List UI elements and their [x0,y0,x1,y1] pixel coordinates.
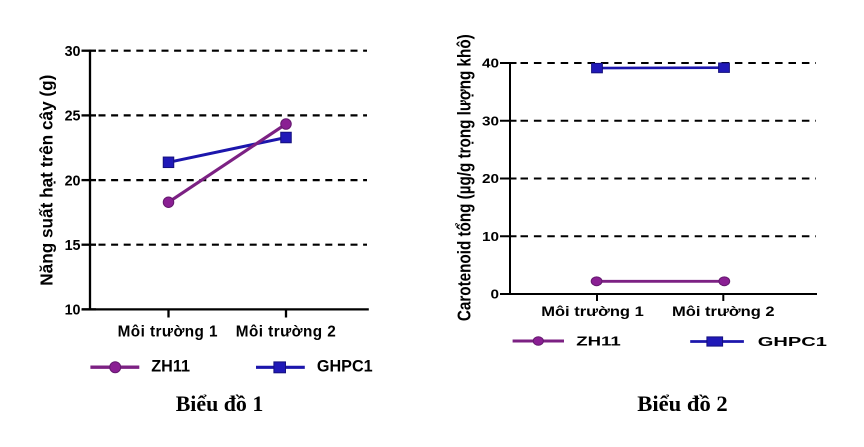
svg-text:GHPC1: GHPC1 [758,335,827,349]
svg-text:30: 30 [65,44,81,60]
svg-text:Biểu đồ 2: Biểu đồ 2 [637,391,727,416]
svg-text:15: 15 [65,238,81,254]
svg-text:Carotenoid tổng (µg/g trọng lư: Carotenoid tổng (µg/g trọng lượng khô) [454,34,475,321]
svg-text:10: 10 [65,303,81,319]
svg-text:25: 25 [65,109,81,125]
svg-text:40: 40 [482,56,499,71]
svg-text:ZH11: ZH11 [151,357,190,375]
svg-text:10: 10 [482,229,499,244]
svg-text:Môi trường 2: Môi trường 2 [236,323,336,340]
svg-text:0: 0 [490,287,499,302]
svg-text:ZH11: ZH11 [576,334,621,349]
svg-text:20: 20 [482,171,499,186]
svg-text:Biểu đồ 1: Biểu đồ 1 [176,391,264,416]
svg-text:Môi trường 1: Môi trường 1 [541,304,644,319]
svg-text:30: 30 [482,114,499,129]
svg-text:GHPC1: GHPC1 [317,357,373,375]
svg-text:Môi trường 1: Môi trường 1 [118,323,218,340]
svg-text:Môi trường 2: Môi trường 2 [672,304,775,319]
svg-text:20: 20 [65,173,81,189]
svg-text:Năng suất hạt trên cây (g): Năng suất hạt trên cây (g) [36,75,56,286]
